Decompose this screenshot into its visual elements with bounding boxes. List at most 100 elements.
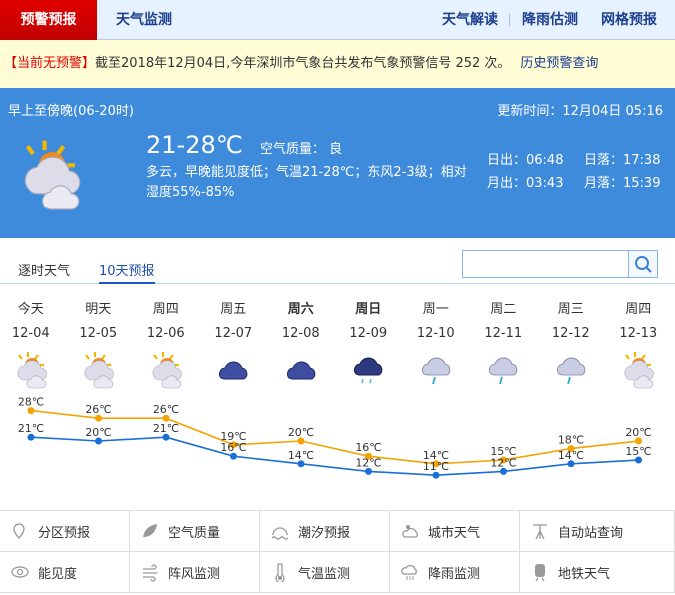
forecast-day-label: 明天 (85, 302, 112, 317)
forecast-date: 12-09 (349, 326, 388, 341)
tab-hourly[interactable]: 逐时天气 (18, 264, 71, 279)
city-weather-icon (402, 525, 418, 538)
moonset: 月落：15:39 (584, 176, 661, 191)
service-label: 地铁天气 (558, 566, 611, 582)
forecast-day-label: 周四 (625, 302, 652, 317)
sunset: 日落：17:38 (584, 153, 661, 168)
low-temp-point (500, 467, 507, 475)
low-temp-point (27, 433, 35, 441)
forecast-date: 12-12 (551, 326, 590, 341)
wind-icon (143, 564, 157, 582)
service-label: 降雨监测 (428, 566, 481, 582)
service-label: 城市天气 (428, 525, 481, 541)
high-temp-label: 14℃ (423, 449, 449, 462)
service-station[interactable]: 自动站查询 (520, 511, 675, 552)
cloudy-icon (200, 348, 268, 394)
search-button[interactable] (628, 251, 657, 277)
link-grid-forecast[interactable]: 网格预报 (601, 12, 657, 28)
alert-badge: 【当前无预警】 (4, 56, 96, 71)
link-weather-interpretation[interactable]: 天气解读 (442, 12, 498, 28)
service-label: 气温监测 (298, 566, 351, 582)
high-temp-label: 19℃ (220, 430, 246, 443)
forecast-day-label: 周六 (287, 302, 314, 317)
eye-icon (11, 566, 29, 578)
service-label: 分区预报 (38, 525, 91, 541)
station-icon (533, 524, 547, 540)
weather-description: 多云，早晚能见度低；气温21-28℃；东风2-3级；相对湿度55%-85% (146, 165, 467, 200)
low-temp-point (297, 460, 305, 468)
light-rain-icon (470, 348, 538, 394)
service-leaf[interactable]: 空气质量 (130, 511, 260, 552)
service-eye[interactable]: 能见度 (0, 552, 130, 593)
update-time: 更新时间：12月04日 05:16 (497, 104, 663, 119)
partly-cloudy-icon (18, 133, 83, 217)
forecast-date: 12-05 (79, 326, 118, 341)
thermometer-icon (275, 563, 285, 582)
service-city-weather[interactable]: 城市天气 (390, 511, 520, 552)
low-temp-label: 14℃ (558, 449, 584, 462)
high-temp-point (432, 460, 440, 468)
forecast-date: 12-13 (619, 326, 658, 341)
low-temp-point (432, 471, 440, 479)
tab-warning-forecast[interactable]: 预警预报 (0, 0, 97, 40)
current-weather-panel: 早上至傍晚(06-20时) 更新时间：12月04日 05:16 21-28℃ 空… (0, 88, 675, 238)
aqi-value: 良 (329, 142, 343, 157)
high-temp-label: 26℃ (153, 403, 179, 416)
search-box (462, 250, 658, 278)
sunrise: 日出：06:48 (487, 153, 564, 168)
low-temp-point (365, 467, 372, 475)
high-temp-label: 18℃ (558, 434, 584, 447)
high-temp-label: 20℃ (625, 426, 651, 439)
search-icon (635, 256, 652, 273)
high-temp-point (500, 456, 507, 464)
service-wind[interactable]: 阵风监测 (130, 552, 260, 593)
low-temp-label: 12℃ (490, 456, 516, 469)
alert-bar: 【当前无预警】截至2018年12月04日,今年深圳市气象台共发布气象预警信号 2… (0, 40, 675, 88)
tab-weather-monitoring[interactable]: 天气监测 (116, 12, 172, 28)
divider (509, 13, 510, 27)
partly-cloudy-icon (0, 348, 65, 394)
aqi-label: 空气质量： (260, 142, 326, 157)
partly-cloudy-icon (132, 348, 200, 394)
forecast-day-label: 周四 (152, 302, 179, 317)
forecast-day-label: 周日 (355, 302, 382, 317)
service-map-pin[interactable]: 分区预报 (0, 511, 130, 552)
low-temp-point (95, 437, 102, 445)
high-temp-point (27, 407, 35, 415)
tab-10-day[interactable]: 10天预报 (99, 260, 155, 284)
low-temp-line (30, 436, 639, 477)
high-temp-point (635, 437, 642, 445)
low-temp-label: 16℃ (220, 441, 246, 454)
rain-icon (335, 348, 403, 394)
low-temp-label: 14℃ (288, 449, 314, 462)
low-temp-point (162, 433, 170, 441)
low-temp-point (567, 460, 575, 468)
service-wave[interactable]: 潮汐预报 (260, 511, 390, 552)
service-metro[interactable]: 地铁天气 (520, 552, 675, 593)
services-grid: 分区预报 空气质量 潮汐预报 城市天气 自动站查询能见度 阵风监测 气温监测 降雨监测 地铁天气 (0, 510, 675, 595)
service-thermometer[interactable]: 气温监测 (260, 552, 390, 593)
service-rain-cloud[interactable]: 降雨监测 (390, 552, 520, 593)
temperature-range: 21-28℃ (146, 131, 243, 159)
high-temp-label: 20℃ (288, 426, 314, 439)
high-temp-point (95, 414, 102, 422)
top-nav: 预警预报 天气监测 天气解读 降雨估测 网格预报 (0, 0, 675, 40)
high-temp-point (567, 445, 575, 453)
partly-cloudy-icon (605, 348, 673, 394)
high-temp-line (30, 409, 639, 465)
high-temp-label: 16℃ (355, 441, 381, 454)
link-rain-estimate[interactable]: 降雨估测 (522, 12, 578, 28)
alert-text: 截至2018年12月04日,今年深圳市气象台共发布气象预警信号 252 次。 (95, 56, 511, 71)
forecast-date: 12-11 (484, 326, 523, 341)
search-input[interactable] (463, 251, 629, 277)
service-label: 能见度 (38, 566, 78, 582)
history-alert-link[interactable]: 历史预警查询 (520, 56, 599, 71)
low-temp-label: 21℃ (18, 422, 44, 435)
low-temp-label: 21℃ (153, 422, 179, 435)
cloudy-icon (267, 348, 335, 394)
light-rain-icon (402, 348, 470, 394)
high-temp-label: 26℃ (85, 403, 111, 416)
forecast-date: 12-07 (214, 326, 253, 341)
high-temp-point (162, 414, 170, 422)
forecast-date: 12-08 (281, 326, 320, 341)
